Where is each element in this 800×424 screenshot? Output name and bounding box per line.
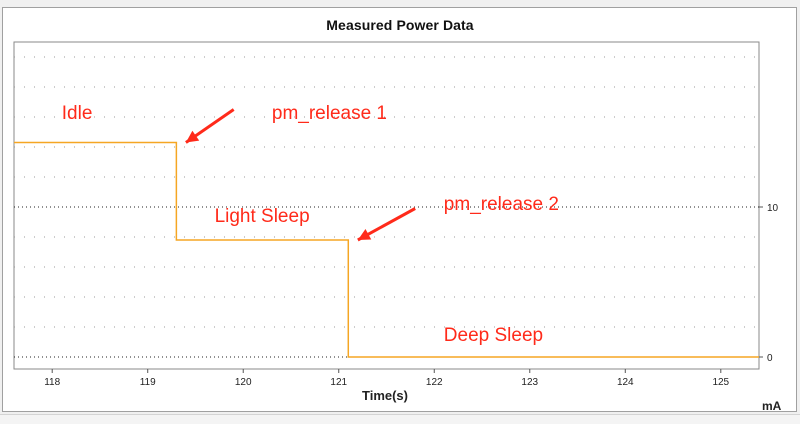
series-line [14, 141, 759, 358]
annotation-label: Idle [61, 102, 93, 124]
annotation-label: pm_release 2 [443, 194, 559, 215]
annotation-label: Light Sleep [214, 206, 310, 227]
x-tick-label: 120 [235, 377, 252, 388]
x-tick-label: 119 [140, 377, 156, 388]
x-tick-label: 118 [44, 377, 60, 388]
x-tick-label: 122 [426, 377, 443, 388]
x-axis-label: Time(s) [362, 388, 408, 403]
annotation-label: Deep Sleep [443, 324, 544, 346]
x-tick-label: 124 [617, 377, 634, 388]
y-tick-label: 0 [767, 353, 773, 364]
x-tick-label: 121 [330, 377, 347, 388]
annotation-label: pm_release 1 [271, 102, 387, 124]
y-axis-unit: mA [762, 399, 782, 413]
y-tick-label: 10 [767, 203, 779, 214]
annotation-arrowhead [185, 130, 200, 143]
horizontal-scrollbar[interactable] [0, 414, 800, 424]
x-tick-label: 123 [521, 377, 538, 388]
x-tick-label: 125 [712, 377, 729, 388]
annotation-arrowhead [357, 228, 372, 240]
chart-title: Measured Power Data [326, 17, 474, 33]
